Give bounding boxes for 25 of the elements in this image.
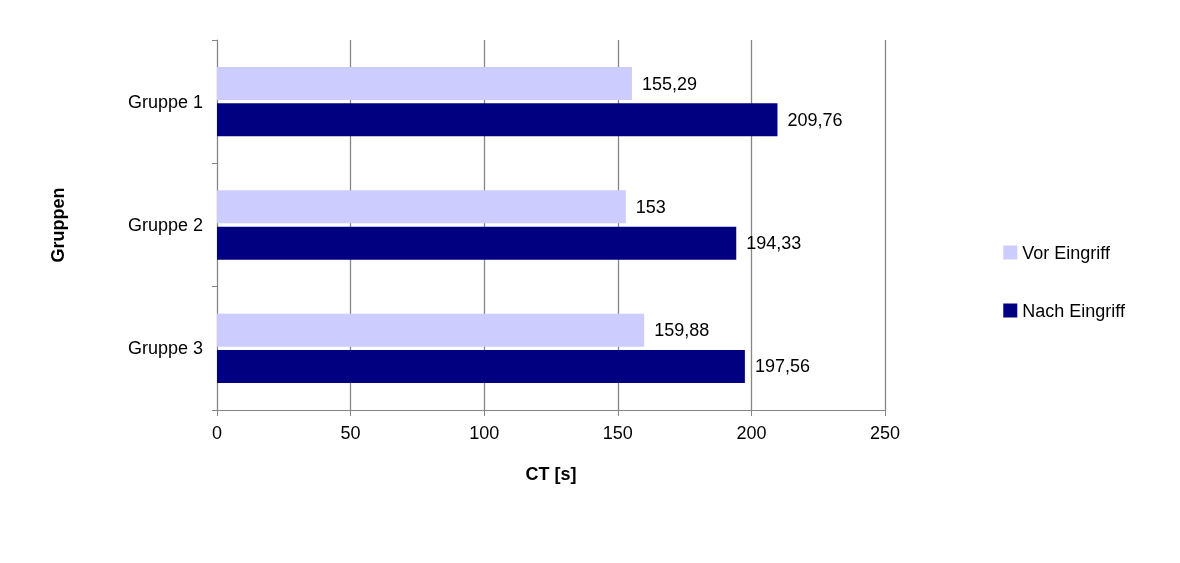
x-tick-label: 250 bbox=[869, 423, 901, 443]
bar bbox=[217, 190, 626, 224]
bar bbox=[217, 313, 645, 347]
x-tick-label: 50 bbox=[340, 423, 361, 443]
data-label: 194,33 bbox=[746, 233, 802, 254]
data-label: 155,29 bbox=[641, 73, 697, 94]
legend-label: Nach Eingriff bbox=[1022, 300, 1126, 321]
data-label: 197,56 bbox=[754, 356, 810, 377]
x-tick-label: 0 bbox=[211, 423, 223, 443]
bar bbox=[217, 67, 632, 101]
bar bbox=[217, 349, 745, 383]
bar bbox=[217, 103, 778, 137]
y-axis-title: Gruppen bbox=[48, 187, 68, 263]
data-label: 153 bbox=[635, 196, 666, 217]
y-tick-label: Gruppe 1 bbox=[127, 91, 203, 112]
y-tick-label: Gruppe 2 bbox=[127, 215, 203, 235]
y-tick-label: Gruppe 3 bbox=[127, 338, 203, 359]
legend-label: Vor Eingriff bbox=[1022, 242, 1111, 263]
x-tick-label: 200 bbox=[736, 423, 767, 443]
bar bbox=[217, 226, 737, 260]
x-axis-title: CT [s] bbox=[525, 464, 577, 484]
data-label: 209,76 bbox=[787, 109, 843, 130]
x-tick-label: 100 bbox=[469, 423, 500, 443]
x-tick-label: 150 bbox=[602, 423, 633, 443]
data-label: 159,88 bbox=[654, 320, 710, 341]
